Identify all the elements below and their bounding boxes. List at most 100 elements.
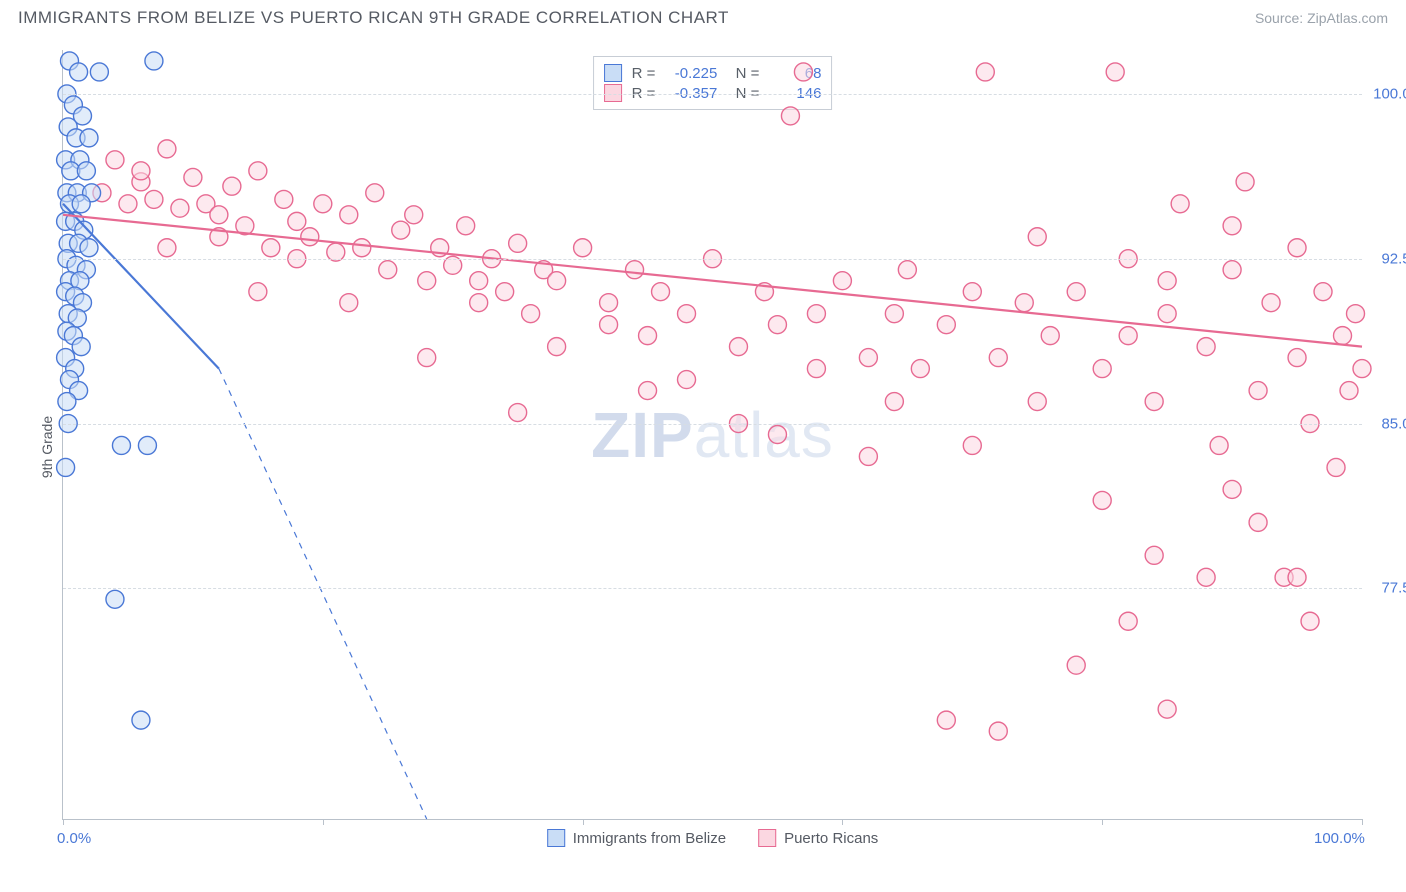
data-point (1171, 195, 1189, 213)
data-point (106, 590, 124, 608)
data-point (1158, 700, 1176, 718)
data-point (1197, 338, 1215, 356)
data-point (1262, 294, 1280, 312)
data-point (600, 294, 618, 312)
data-point (496, 283, 514, 301)
data-point (976, 63, 994, 81)
data-point (57, 458, 75, 476)
data-point (353, 239, 371, 257)
data-point (1158, 305, 1176, 323)
source-link[interactable]: ZipAtlas.com (1307, 10, 1388, 26)
legend-item-0: Immigrants from Belize (547, 829, 726, 847)
data-point (249, 283, 267, 301)
data-point (807, 305, 825, 323)
data-point (132, 162, 150, 180)
data-point (1340, 382, 1358, 400)
data-point (158, 239, 176, 257)
data-point (768, 316, 786, 334)
data-point (366, 184, 384, 202)
chart-container: 9th Grade ZIPatlas R =-0.225 N =68 R =-0… (18, 42, 1388, 852)
data-point (1314, 283, 1332, 301)
legend-label-0: Immigrants from Belize (573, 830, 726, 847)
data-point (833, 272, 851, 290)
data-point (392, 221, 410, 239)
data-point (1067, 283, 1085, 301)
data-point (1093, 360, 1111, 378)
data-point (340, 206, 358, 224)
data-point (470, 294, 488, 312)
data-point (1353, 360, 1371, 378)
y-tick-label: 92.5% (1381, 250, 1406, 267)
data-point (418, 272, 436, 290)
data-point (911, 360, 929, 378)
legend-label-1: Puerto Ricans (784, 830, 878, 847)
data-point (262, 239, 280, 257)
data-point (509, 234, 527, 252)
legend-item-1: Puerto Ricans (758, 829, 878, 847)
data-point (145, 52, 163, 70)
data-point (1197, 568, 1215, 586)
data-point (1158, 272, 1176, 290)
data-point (405, 206, 423, 224)
data-point (418, 349, 436, 367)
x-tick-label: 0.0% (57, 830, 91, 847)
y-axis-label: 9th Grade (39, 416, 55, 478)
data-point (898, 261, 916, 279)
data-point (600, 316, 618, 334)
data-point (548, 272, 566, 290)
data-point (301, 228, 319, 246)
data-point (989, 349, 1007, 367)
data-point (1028, 228, 1046, 246)
data-point (132, 711, 150, 729)
data-point (470, 272, 488, 290)
legend-swatch-0 (547, 829, 565, 847)
data-point (70, 63, 88, 81)
data-point (184, 168, 202, 186)
data-point (509, 404, 527, 422)
data-point (1288, 239, 1306, 257)
data-point (652, 283, 670, 301)
data-point (678, 371, 696, 389)
x-tick-label: 100.0% (1314, 830, 1365, 847)
data-point (1347, 305, 1365, 323)
data-point (1288, 568, 1306, 586)
data-point (1119, 612, 1137, 630)
data-point (1223, 261, 1241, 279)
data-point (1301, 612, 1319, 630)
data-point (678, 305, 696, 323)
data-point (379, 261, 397, 279)
data-point (1145, 393, 1163, 411)
data-point (171, 199, 189, 217)
data-point (1106, 63, 1124, 81)
data-point (275, 190, 293, 208)
data-point (1067, 656, 1085, 674)
data-point (574, 239, 592, 257)
data-point (1041, 327, 1059, 345)
data-point (1249, 382, 1267, 400)
trend-line-extrapolated (219, 369, 427, 819)
data-point (340, 294, 358, 312)
y-tick-label: 85.0% (1381, 415, 1406, 432)
data-point (1223, 480, 1241, 498)
data-point (72, 195, 90, 213)
scatter-plot: ZIPatlas R =-0.225 N =68 R =-0.357 N =14… (62, 50, 1362, 820)
data-point (989, 722, 1007, 740)
data-point (729, 338, 747, 356)
data-point (72, 338, 90, 356)
data-point (1093, 491, 1111, 509)
data-point (106, 151, 124, 169)
data-point (80, 129, 98, 147)
data-point (781, 107, 799, 125)
data-point (522, 305, 540, 323)
data-point (937, 316, 955, 334)
data-point (1028, 393, 1046, 411)
data-point (1145, 546, 1163, 564)
data-point (963, 436, 981, 454)
data-point (1210, 436, 1228, 454)
data-point (90, 63, 108, 81)
data-point (77, 162, 95, 180)
data-point (58, 393, 76, 411)
source-attribution: Source: ZipAtlas.com (1255, 10, 1388, 26)
data-point (626, 261, 644, 279)
data-point (807, 360, 825, 378)
